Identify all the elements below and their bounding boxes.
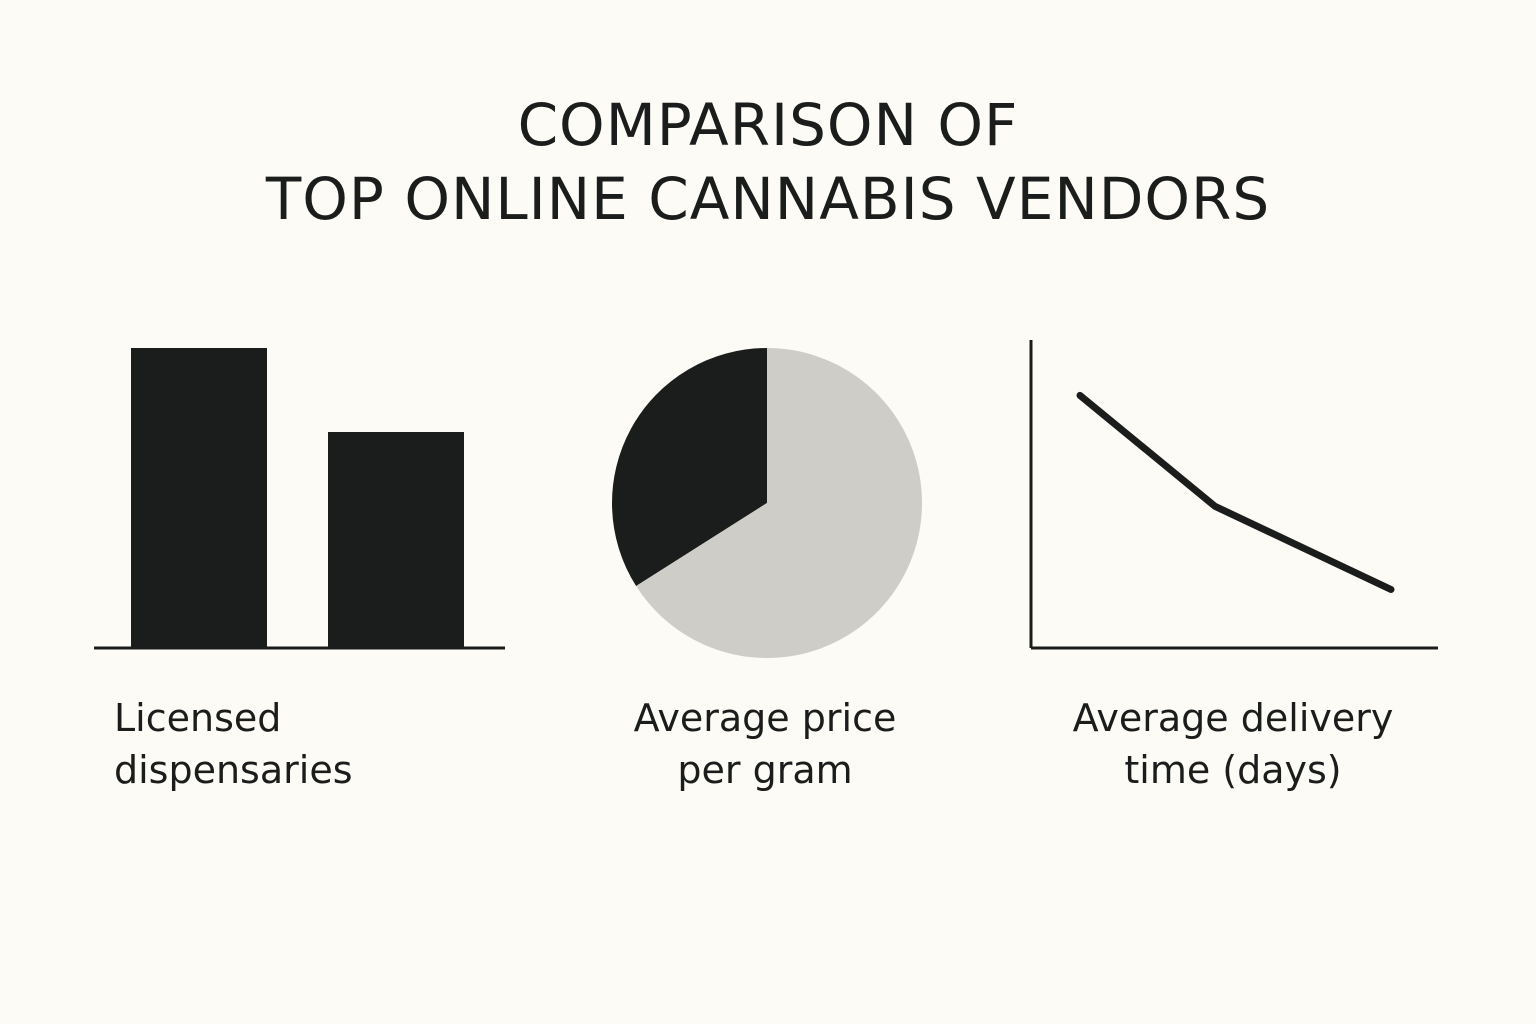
pie-chart-caption: Average price per gram: [565, 692, 965, 796]
bar-caption-line-2: dispensaries: [114, 748, 353, 792]
line-caption-line-2: time (days): [1124, 748, 1342, 792]
page-title-line-2: TOP ONLINE CANNABIS VENDORS: [265, 165, 1271, 233]
line-chart-caption: Average delivery time (days): [1033, 692, 1433, 796]
pie-slice-1: [612, 348, 767, 587]
bar-chart-caption: Licensed dispensaries: [114, 692, 353, 796]
bar-1: [131, 348, 267, 648]
delivery-time-series-line: [1076, 391, 1395, 593]
pie-caption-line-2: per gram: [677, 748, 853, 792]
bar-2: [328, 432, 464, 648]
page-title-line-1: COMPARISON OF: [517, 91, 1019, 159]
line-caption-line-1: Average delivery: [1072, 696, 1394, 740]
pie-caption-line-1: Average price: [633, 696, 897, 740]
pie-slice-2: [636, 348, 922, 659]
bar-caption-line-1: Licensed: [114, 696, 282, 740]
